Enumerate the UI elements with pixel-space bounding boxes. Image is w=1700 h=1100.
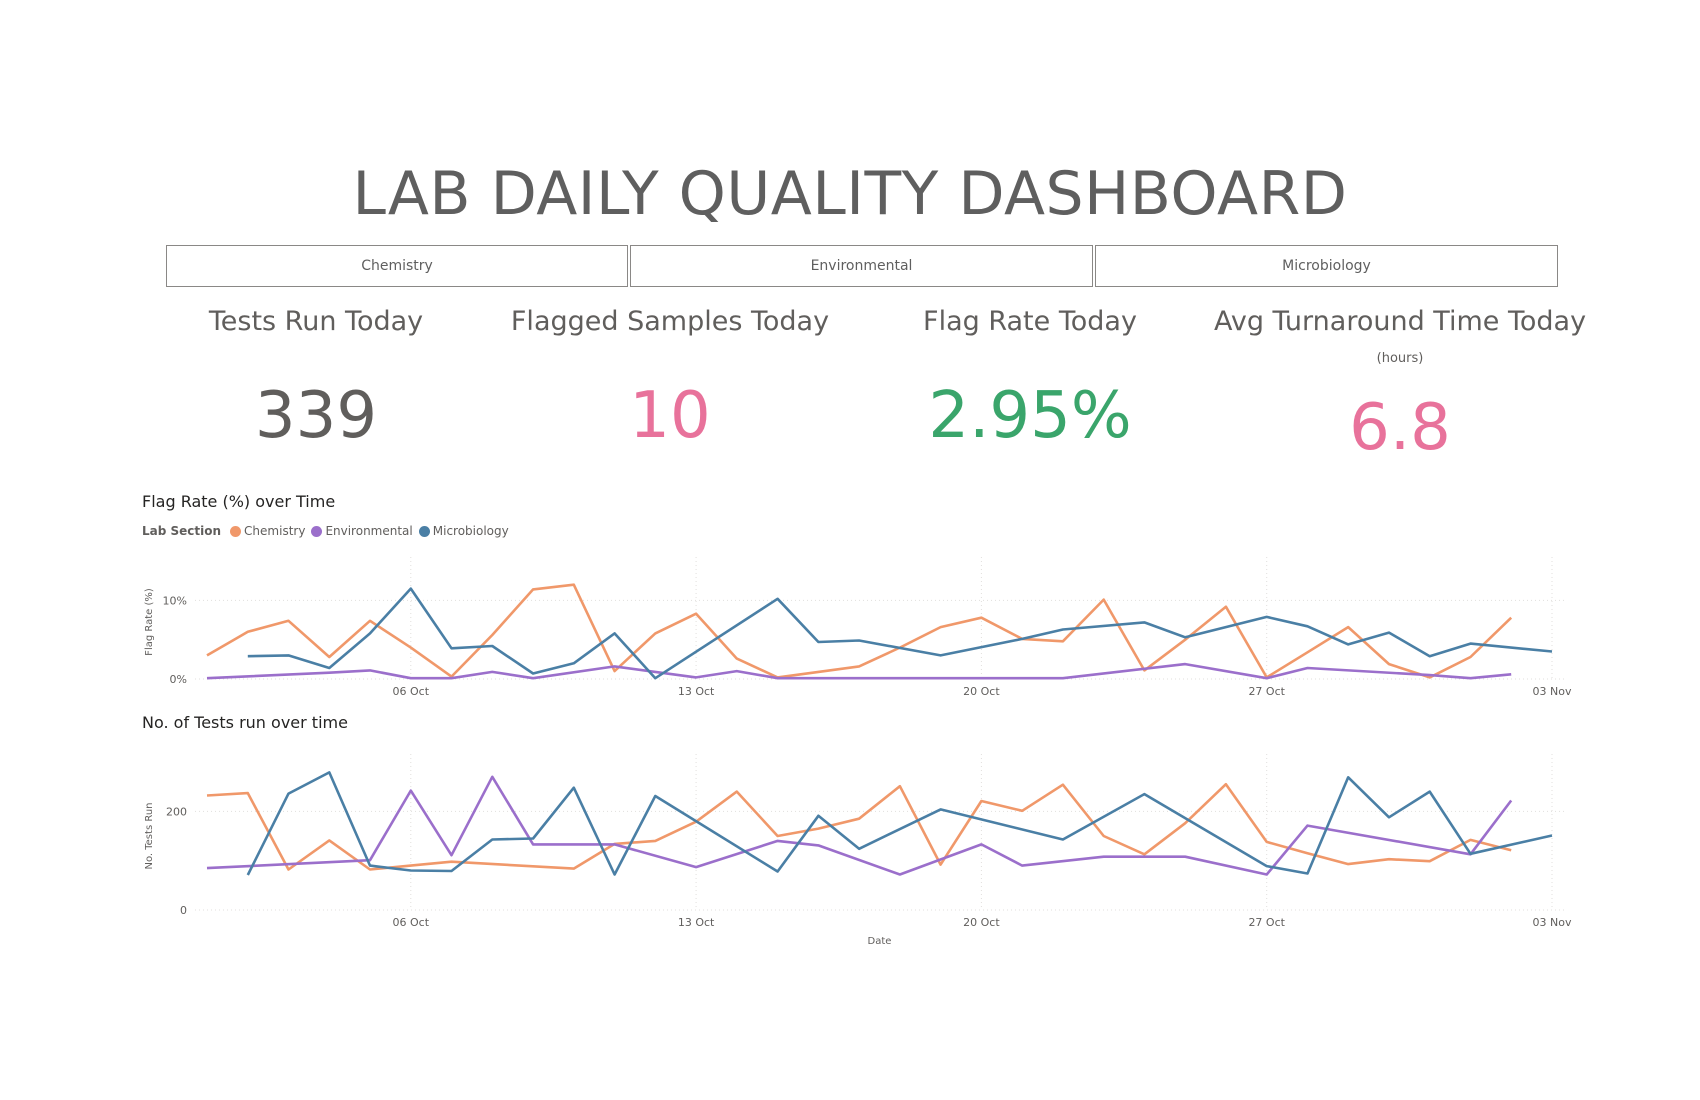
legend-dot-microbiology — [418, 525, 430, 537]
tests-run-series-chemistry — [206, 782, 1512, 871]
legend-label-microbiology: Microbiology — [432, 524, 509, 538]
legend-item-microbiology[interactable]: Microbiology — [418, 524, 509, 538]
chart-legend: Lab Section Chemistry Environmental Micr… — [142, 524, 515, 538]
flag-rate-x-tick-label: 20 Oct — [963, 685, 1000, 698]
flag-rate-series-microbiology — [247, 587, 1553, 680]
tests-run-line-chart[interactable]: 0 200 06 Oct 13 Oct 20 Oct 27 Oct 03 Nov No. Te… — [0, 740, 1700, 955]
legend-dot-chemistry — [230, 525, 242, 537]
flag-rate-line-chart[interactable]: 0% 10% 06 Oct 13 Oct 20 Oct 27 Oct 03 Nov Flag … — [0, 555, 1700, 705]
flag-rate-y-tick-label: 10% — [163, 594, 187, 607]
kpi-flagged-samples-value: 10 — [629, 379, 711, 453]
tests-run-y-axis-title: No. Tests Run — [144, 802, 155, 869]
tests-run-chart-title: No. of Tests run over time — [142, 713, 348, 732]
slicer-environmental-button[interactable]: Environmental — [630, 245, 1093, 287]
flag-rate-x-tick-label: 03 Nov — [1533, 685, 1572, 698]
legend-label-environmental: Environmental — [325, 524, 413, 538]
dashboard-title: LAB DAILY QUALITY DASHBOARD — [352, 159, 1348, 229]
kpi-turnaround-label: Avg Turnaround Time Today — [1213, 306, 1587, 337]
flag-rate-x-tick-label: 06 Oct — [393, 685, 430, 698]
flag-rate-series-environmental — [206, 662, 1512, 680]
tests-run-y-tick-label: 200 — [166, 805, 187, 818]
kpi-turnaround-unit: (hours) — [1376, 351, 1424, 366]
legend-title: Lab Section — [142, 524, 222, 538]
tests-run-x-tick-label: 13 Oct — [678, 916, 715, 929]
kpi-tests-run-value: 339 — [254, 379, 378, 453]
flag-rate-chart-title: Flag Rate (%) over Time — [142, 492, 336, 511]
flag-rate-y-tick-label: 0% — [170, 673, 187, 686]
tests-run-series-environmental — [206, 775, 1513, 876]
tests-run-x-tick-label: 03 Nov — [1533, 916, 1572, 929]
legend-item-environmental[interactable]: Environmental — [311, 524, 413, 538]
kpi-tests-run-label: Tests Run Today — [208, 306, 424, 337]
flag-rate-series-chemistry — [206, 583, 1513, 679]
legend-dot-environmental — [311, 525, 323, 537]
tests-run-x-tick-label: 27 Oct — [1248, 916, 1285, 929]
flag-rate-y-axis-title: Flag Rate (%) — [144, 588, 155, 656]
kpi-turnaround-value: 6.8 — [1349, 391, 1451, 465]
kpi-flagged-samples-label: Flagged Samples Today — [510, 306, 830, 337]
flag-rate-x-tick-label: 13 Oct — [678, 685, 715, 698]
legend-item-chemistry[interactable]: Chemistry — [230, 524, 305, 538]
tests-run-y-tick-label: 0 — [180, 904, 187, 917]
tests-run-x-tick-label: 06 Oct — [393, 916, 430, 929]
legend-label-chemistry: Chemistry — [244, 524, 306, 538]
slicer-microbiology-button[interactable]: Microbiology — [1095, 245, 1558, 287]
tests-run-x-axis-title: Date — [868, 936, 892, 947]
slicer-chemistry-button[interactable]: Chemistry — [166, 245, 628, 287]
kpi-flag-rate-value: 2.95% — [928, 379, 1132, 453]
tests-run-series-microbiology — [246, 771, 1553, 876]
kpi-flag-rate-label: Flag Rate Today — [923, 306, 1137, 337]
flag-rate-x-tick-label: 27 Oct — [1248, 685, 1285, 698]
tests-run-x-tick-label: 20 Oct — [963, 916, 1000, 929]
